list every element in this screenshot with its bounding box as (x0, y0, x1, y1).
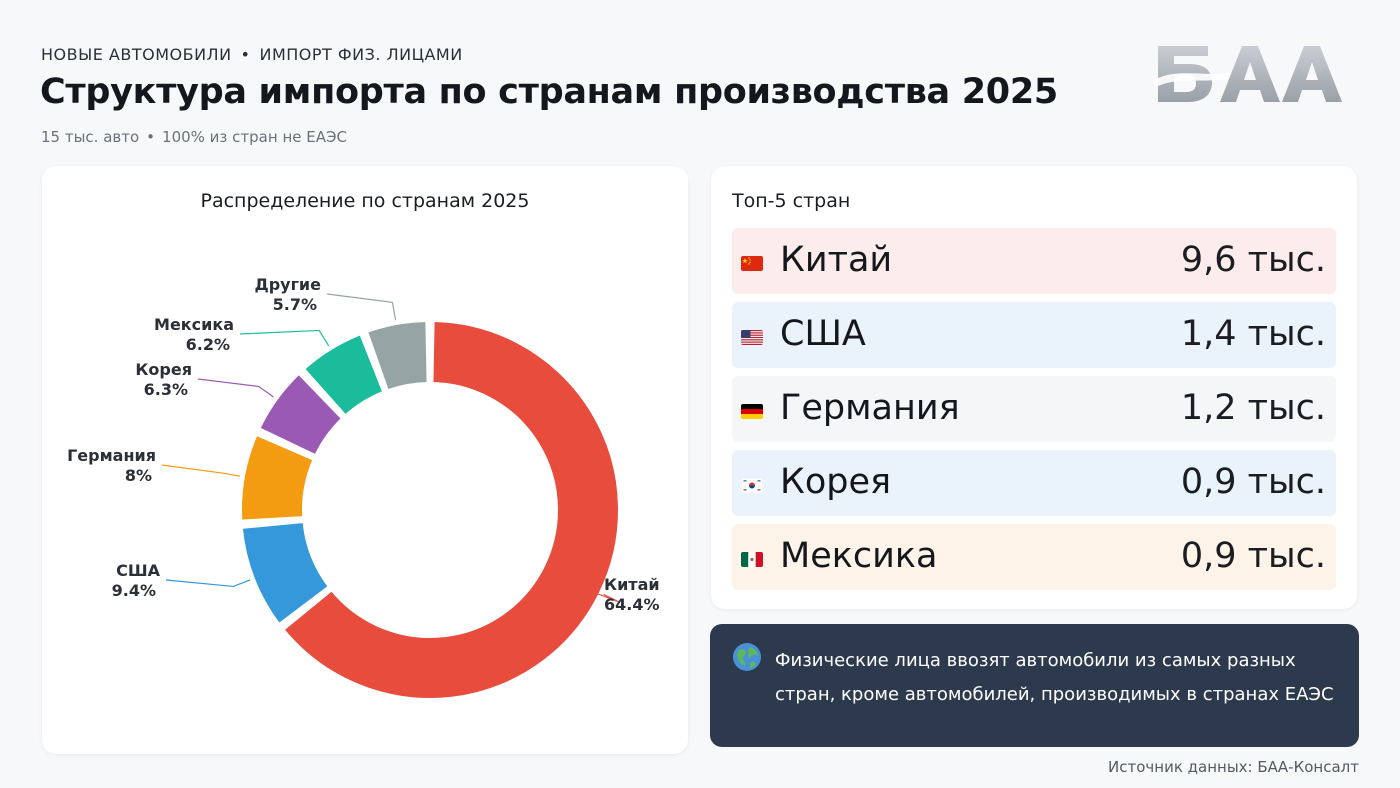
donut-slice-0 (282, 320, 620, 700)
top5-country-name: Корея (780, 462, 892, 502)
slice-label-value: 8% (125, 466, 152, 485)
mexico-flag-icon (741, 552, 763, 567)
slice-label-value: 6.3% (144, 380, 188, 399)
globe-icon (733, 643, 761, 671)
donut-slice-5 (366, 320, 429, 392)
slice-label-name: Китай (604, 575, 660, 594)
slice-label-value: 6.2% (186, 335, 230, 354)
leader-line-0 (597, 593, 621, 603)
top5-row-korea: Корея 0,9 тыс. (732, 450, 1336, 516)
kicker-left: НОВЫЕ АВТОМОБИЛИ (41, 45, 232, 64)
korea-flag-icon (741, 478, 763, 493)
page-subtitle: 15 тыс. авто • 100% из стран не ЕАЭС (41, 128, 347, 146)
top5-country-name: Германия (780, 388, 960, 428)
data-source: Источник данных: БАА-Консалт (1108, 758, 1359, 776)
subtitle-right: 100% из стран не ЕАЭС (162, 128, 347, 146)
slice-label-name: Другие (254, 275, 321, 294)
slice-label-name: Мексика (154, 315, 234, 334)
kicker-separator: • (240, 45, 251, 64)
info-note-text: Физические лица ввозят автомобили из сам… (775, 650, 1334, 705)
donut-slice-2 (240, 434, 315, 522)
top5-country-value: 1,2 тыс. (1180, 388, 1326, 428)
kicker-right: ИМПОРТ ФИЗ. ЛИЦАМИ (259, 45, 463, 64)
page-title: Структура импорта по странам производств… (40, 72, 1058, 112)
slice-label-name: Германия (67, 446, 156, 465)
donut-slice-3 (258, 372, 343, 457)
leader-line-3 (197, 378, 274, 398)
baa-logo (1154, 46, 1342, 102)
donut-slice-1 (240, 520, 330, 625)
top5-country-name: Китай (780, 240, 893, 280)
slice-label-value: 64.4% (604, 595, 660, 614)
leader-line-5 (326, 293, 397, 321)
top5-country-value: 1,4 тыс. (1180, 314, 1326, 354)
distribution-chart-card: Распределение по странам 2025 Китай 64.4%… (42, 166, 688, 754)
subtitle-left: 15 тыс. авто (41, 128, 140, 146)
slice-label-value: 5.7% (273, 295, 317, 314)
top5-country-name: США (780, 314, 866, 354)
slice-label-value: 9.4% (112, 581, 156, 600)
top5-country-value: 0,9 тыс. (1180, 462, 1326, 502)
leader-line-4 (239, 329, 330, 347)
donut-slice-4 (303, 333, 385, 417)
slice-label-name: США (116, 561, 161, 580)
china-flag-icon (741, 256, 763, 271)
chart-title: Распределение по странам 2025 (200, 190, 530, 212)
info-note: Физические лица ввозят автомобили из сам… (710, 624, 1359, 747)
top5-country-value: 0,9 тыс. (1180, 536, 1326, 576)
subtitle-separator: • (146, 128, 156, 146)
top5-card: Топ-5 стран Китай 9,6 тыс. США 1,4 тыс. … (711, 166, 1357, 609)
top5-title: Топ-5 стран (732, 190, 851, 212)
germany-flag-icon (741, 404, 763, 419)
leader-line-2 (161, 464, 241, 477)
usa-flag-icon (741, 330, 763, 345)
top5-country-name: Мексика (780, 536, 938, 576)
top5-row-germany: Германия 1,2 тыс. (732, 376, 1336, 442)
top5-row-china: Китай 9,6 тыс. (732, 228, 1336, 294)
kicker: НОВЫЕ АВТОМОБИЛИ • ИМПОРТ ФИЗ. ЛИЦАМИ (41, 45, 463, 64)
slice-label-name: Корея (135, 360, 192, 379)
leader-line-1 (165, 579, 251, 588)
top5-country-value: 9,6 тыс. (1180, 240, 1326, 280)
top5-row-mexico: Мексика 0,9 тыс. (732, 524, 1336, 590)
top5-row-usa: США 1,4 тыс. (732, 302, 1336, 368)
